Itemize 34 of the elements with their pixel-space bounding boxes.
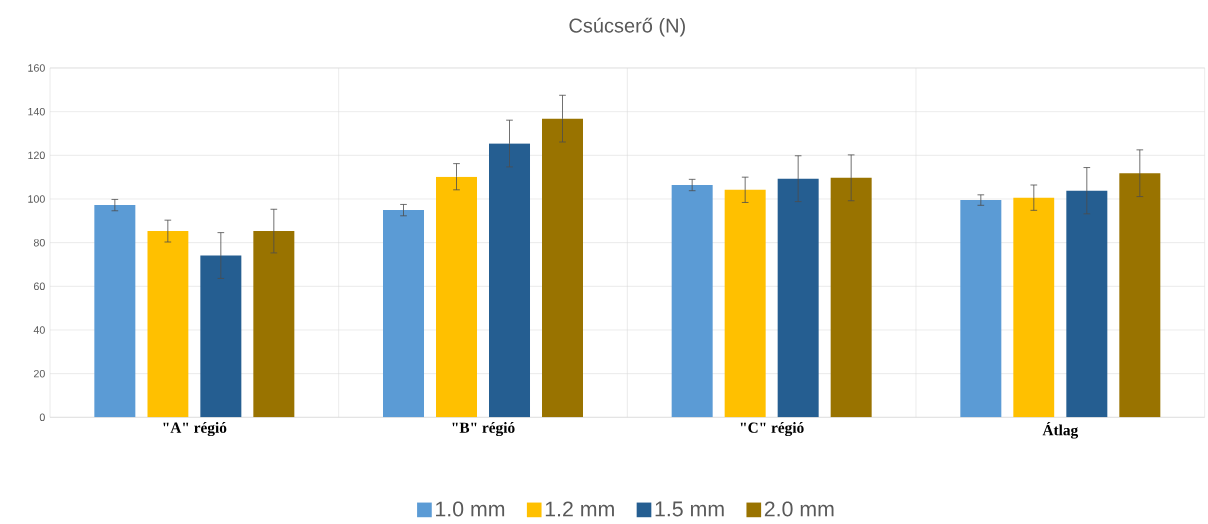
bar — [960, 200, 1002, 418]
y-tick-label: 120 — [28, 151, 45, 160]
y-tick-label: 40 — [33, 326, 45, 334]
chart-title: Csúcserő (N) — [569, 17, 685, 37]
bar — [436, 176, 478, 418]
y-tick-label: 20 — [33, 369, 45, 378]
legend-label: 2.0 mm — [764, 501, 834, 517]
legend-label: 1.2 mm — [545, 501, 614, 517]
bar — [777, 178, 819, 418]
bar — [200, 255, 242, 418]
bar — [830, 177, 872, 418]
y-tick-label: 140 — [28, 107, 45, 116]
bar — [1013, 197, 1055, 418]
y-tick-label: 160 — [28, 64, 45, 72]
legend-label: 1.5 mm — [655, 501, 724, 517]
bar — [489, 143, 530, 418]
y-tick-label: 60 — [33, 282, 45, 291]
bar — [94, 205, 136, 418]
y-tick-label: 80 — [33, 238, 45, 247]
bar — [1066, 190, 1108, 418]
x-tick-label: "B" régió — [452, 422, 515, 437]
bar — [253, 231, 295, 418]
y-tick-label: 0 — [39, 413, 45, 422]
bar — [147, 231, 189, 418]
bar — [1119, 173, 1161, 418]
y-tick-label: 100 — [28, 195, 45, 203]
bar — [671, 185, 713, 418]
x-tick-label: Átlag — [1042, 422, 1079, 439]
legend-label: 1.0 mm — [436, 501, 505, 517]
x-tick-label: "A" régió — [163, 422, 227, 437]
x-tick-label: "C" régió — [740, 422, 804, 437]
bar — [383, 210, 425, 418]
bar — [542, 118, 583, 418]
bar — [724, 189, 766, 418]
